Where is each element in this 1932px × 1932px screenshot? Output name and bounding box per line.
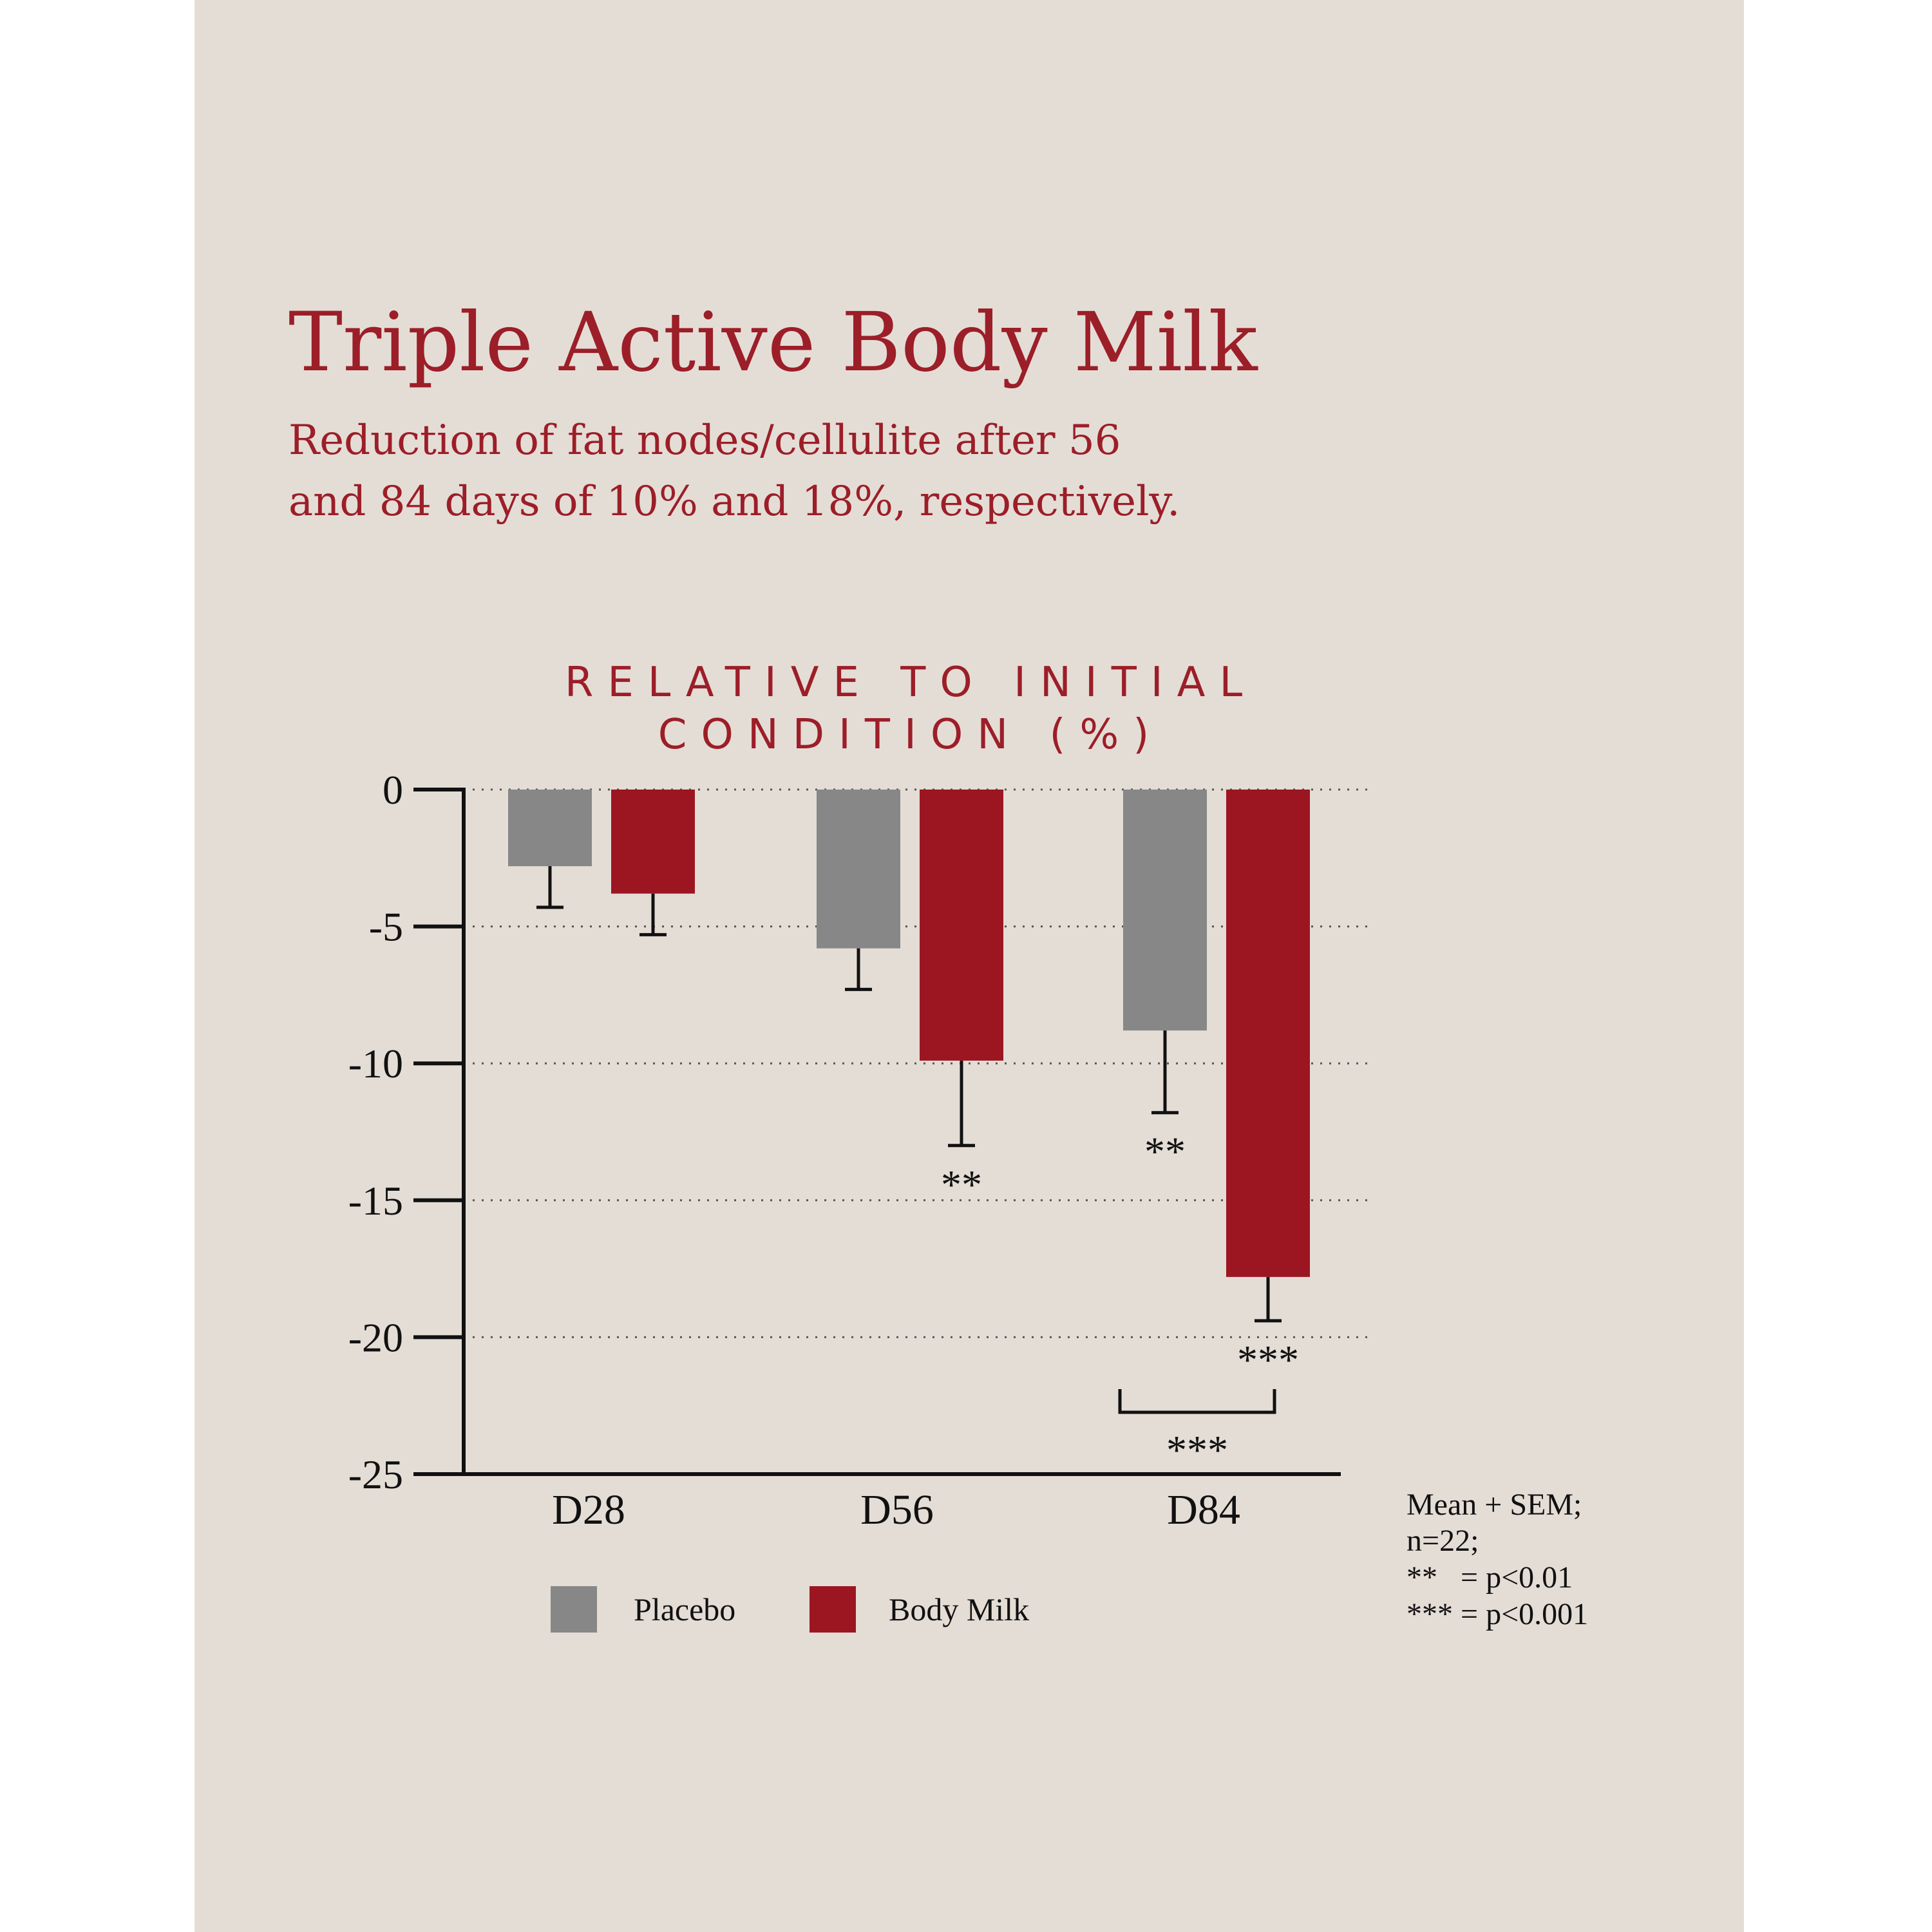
comparison-significance-label: *** (1166, 1427, 1228, 1473)
legend-label-placebo: Placebo (634, 1591, 735, 1627)
comparison-bracket (1118, 1389, 1276, 1414)
significance-label: ** (941, 1162, 982, 1208)
y-tick-labels: 0 -5 -10 -15 -20 -25 (348, 767, 403, 1497)
x-tick-label: D84 (1167, 1486, 1240, 1533)
legend-swatch-body-milk (810, 1586, 856, 1633)
y-tick-label: -20 (348, 1314, 403, 1360)
bar-placebo-d56 (817, 790, 900, 949)
x-tick-labels: D28 D56 D84 (552, 1486, 1240, 1533)
note-line-3: ** = p<0.01 (1406, 1560, 1573, 1595)
y-axis-label-line-2: CONDITION (%) (658, 711, 1163, 759)
bar-body-milk-d28 (611, 790, 695, 894)
chart-notes: Mean + SEM; n=22; ** = p<0.01 *** = p<0.… (1406, 1488, 1588, 1631)
bar-body-milk-d56 (920, 790, 1003, 1061)
bar-body-milk-d84 (1226, 790, 1310, 1277)
bars (508, 790, 1310, 1277)
significance-label: ** (1144, 1129, 1186, 1175)
y-tick-label: -25 (348, 1452, 403, 1497)
bar-placebo-d28 (508, 790, 592, 867)
legend: Placebo Body Milk (551, 1586, 1029, 1633)
y-tick-label: 0 (383, 767, 403, 813)
chart-title: Triple Active Body Milk (289, 295, 1258, 390)
y-tick-label: -5 (369, 904, 403, 950)
chart-svg: Triple Active Body Milk Reduction of fat… (289, 295, 1588, 1633)
chart-card: Triple Active Body Milk Reduction of fat… (194, 0, 1744, 1932)
axes (413, 788, 1341, 1476)
y-axis-label-line-1: RELATIVE TO INITIAL (565, 659, 1256, 706)
bar-placebo-d84 (1123, 790, 1207, 1031)
significance-markers: ********** (941, 1129, 1299, 1473)
error-bars (536, 866, 1282, 1323)
legend-label-body-milk: Body Milk (889, 1591, 1029, 1627)
y-tick-label: -10 (348, 1041, 403, 1086)
x-tick-label: D28 (552, 1486, 625, 1533)
x-tick-label: D56 (860, 1486, 934, 1533)
chart-subtitle-line-2: and 84 days of 10% and 18%, respectively… (289, 478, 1180, 526)
y-tick-label: -15 (348, 1178, 403, 1224)
legend-swatch-placebo (551, 1586, 597, 1633)
note-line-2: n=22; (1406, 1524, 1479, 1558)
note-line-4: *** = p<0.001 (1406, 1597, 1588, 1631)
chart-subtitle-line-1: Reduction of fat nodes/cellulite after 5… (289, 417, 1121, 464)
note-line-1: Mean + SEM; (1406, 1488, 1582, 1522)
significance-label: *** (1237, 1337, 1299, 1383)
